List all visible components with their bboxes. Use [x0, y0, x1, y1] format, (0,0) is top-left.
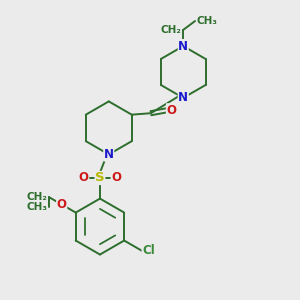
Text: CH₃: CH₃ [26, 202, 47, 212]
Text: O: O [167, 104, 176, 117]
Text: N: N [178, 92, 188, 104]
Text: O: O [79, 172, 89, 184]
Text: CH₃: CH₃ [196, 16, 218, 26]
Text: CH₂: CH₂ [27, 192, 47, 202]
Text: Cl: Cl [142, 244, 155, 257]
Text: CH₂: CH₂ [161, 25, 182, 35]
Text: N: N [178, 40, 188, 52]
Text: O: O [111, 172, 121, 184]
Text: O: O [57, 198, 67, 211]
Text: S: S [95, 172, 105, 184]
Text: N: N [104, 148, 114, 161]
